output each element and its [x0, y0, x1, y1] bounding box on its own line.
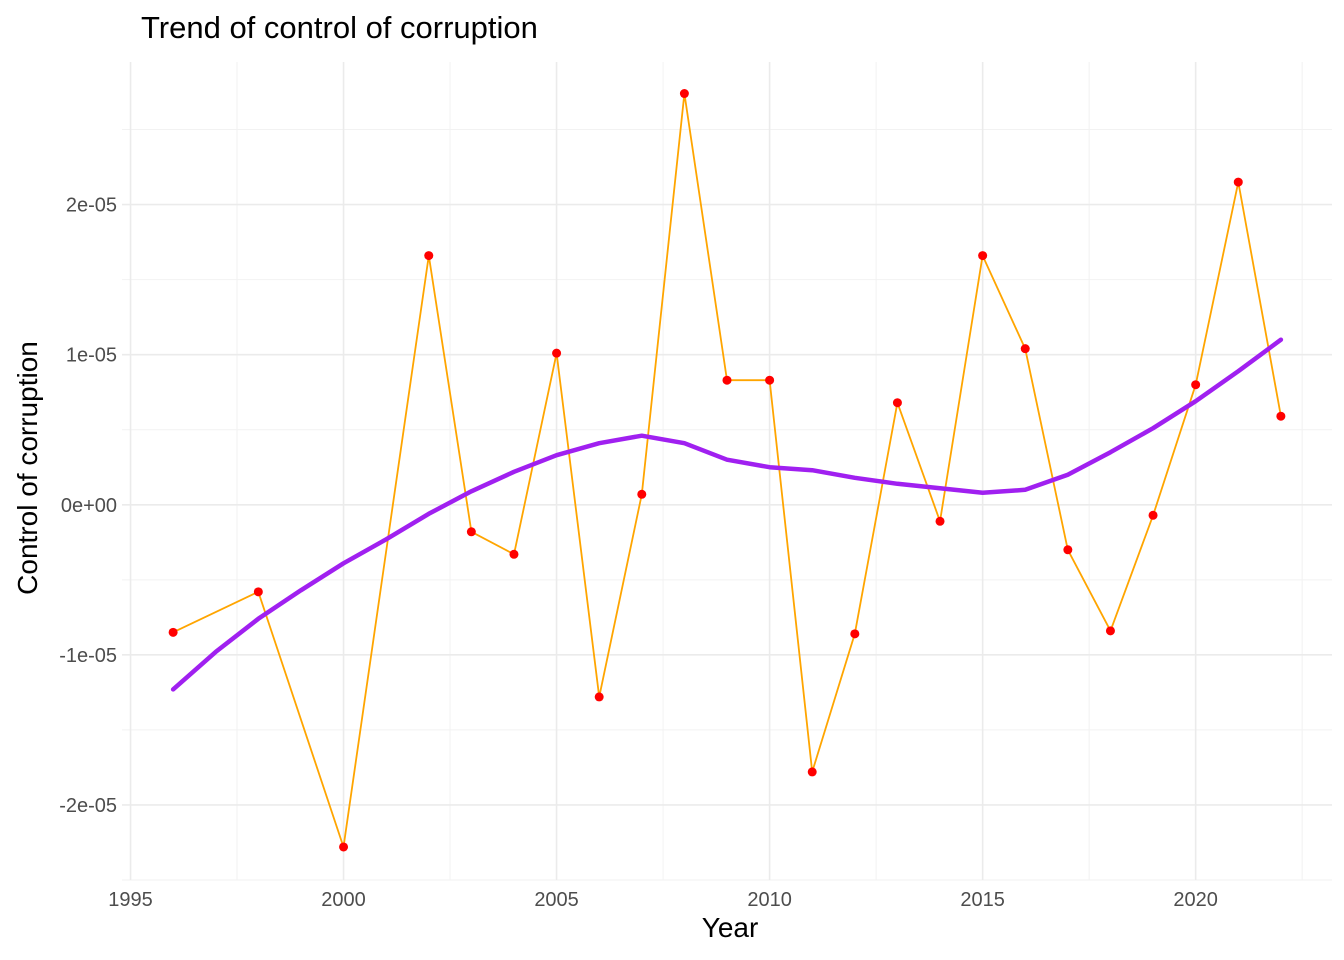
- y-tick-label: -1e-05: [59, 645, 117, 667]
- x-tick-label: 2020: [1173, 889, 1218, 911]
- data-point: [892, 398, 902, 408]
- data-point: [1276, 411, 1286, 421]
- data-point: [1063, 545, 1073, 555]
- data-point: [1191, 380, 1201, 390]
- data-point: [807, 767, 817, 777]
- y-tick-label: 0e+00: [61, 495, 117, 517]
- data-point: [1148, 510, 1158, 520]
- data-point: [978, 251, 988, 261]
- data-point: [466, 527, 476, 537]
- x-tick-label: 1995: [108, 889, 153, 911]
- data-point: [679, 89, 689, 99]
- data-point: [935, 516, 945, 526]
- data-point: [1233, 177, 1243, 187]
- data-point: [594, 692, 604, 702]
- y-tick-label: -2e-05: [59, 795, 117, 817]
- major-grid: [122, 62, 1332, 880]
- smooth-trend-line: [170, 337, 1284, 692]
- data-point: [424, 251, 434, 261]
- y-tick-label: 1e-05: [66, 345, 117, 367]
- x-tick-label: 2010: [747, 889, 792, 911]
- minor-grid: [122, 62, 1332, 881]
- y-axis-ticks: -2e-05 -1e-05 0e+00 1e-05 2e-05: [59, 195, 117, 817]
- data-point: [552, 348, 562, 358]
- x-tick-label: 2015: [960, 889, 1005, 911]
- x-tick-label: 2005: [534, 889, 579, 911]
- y-tick-label: 2e-05: [66, 195, 117, 217]
- data-point: [722, 375, 732, 385]
- data-point: [509, 549, 519, 559]
- data-point: [637, 489, 647, 499]
- data-point: [1020, 344, 1030, 354]
- data-point: [168, 627, 178, 637]
- x-axis-ticks: 1995 2000 2005 2010 2015 2020: [108, 889, 1218, 911]
- data-point: [765, 375, 775, 385]
- chart-title: Trend of control of corruption: [141, 10, 538, 45]
- x-axis-label: Year: [701, 912, 759, 943]
- data-point: [339, 842, 349, 852]
- data-point: [1105, 626, 1115, 636]
- series-line: [172, 92, 1282, 848]
- x-tick-label: 2000: [321, 889, 366, 911]
- data-point: [253, 587, 263, 597]
- series-layer: [168, 89, 1286, 852]
- y-axis-label: Control of corruption: [12, 341, 43, 595]
- data-point: [850, 629, 860, 639]
